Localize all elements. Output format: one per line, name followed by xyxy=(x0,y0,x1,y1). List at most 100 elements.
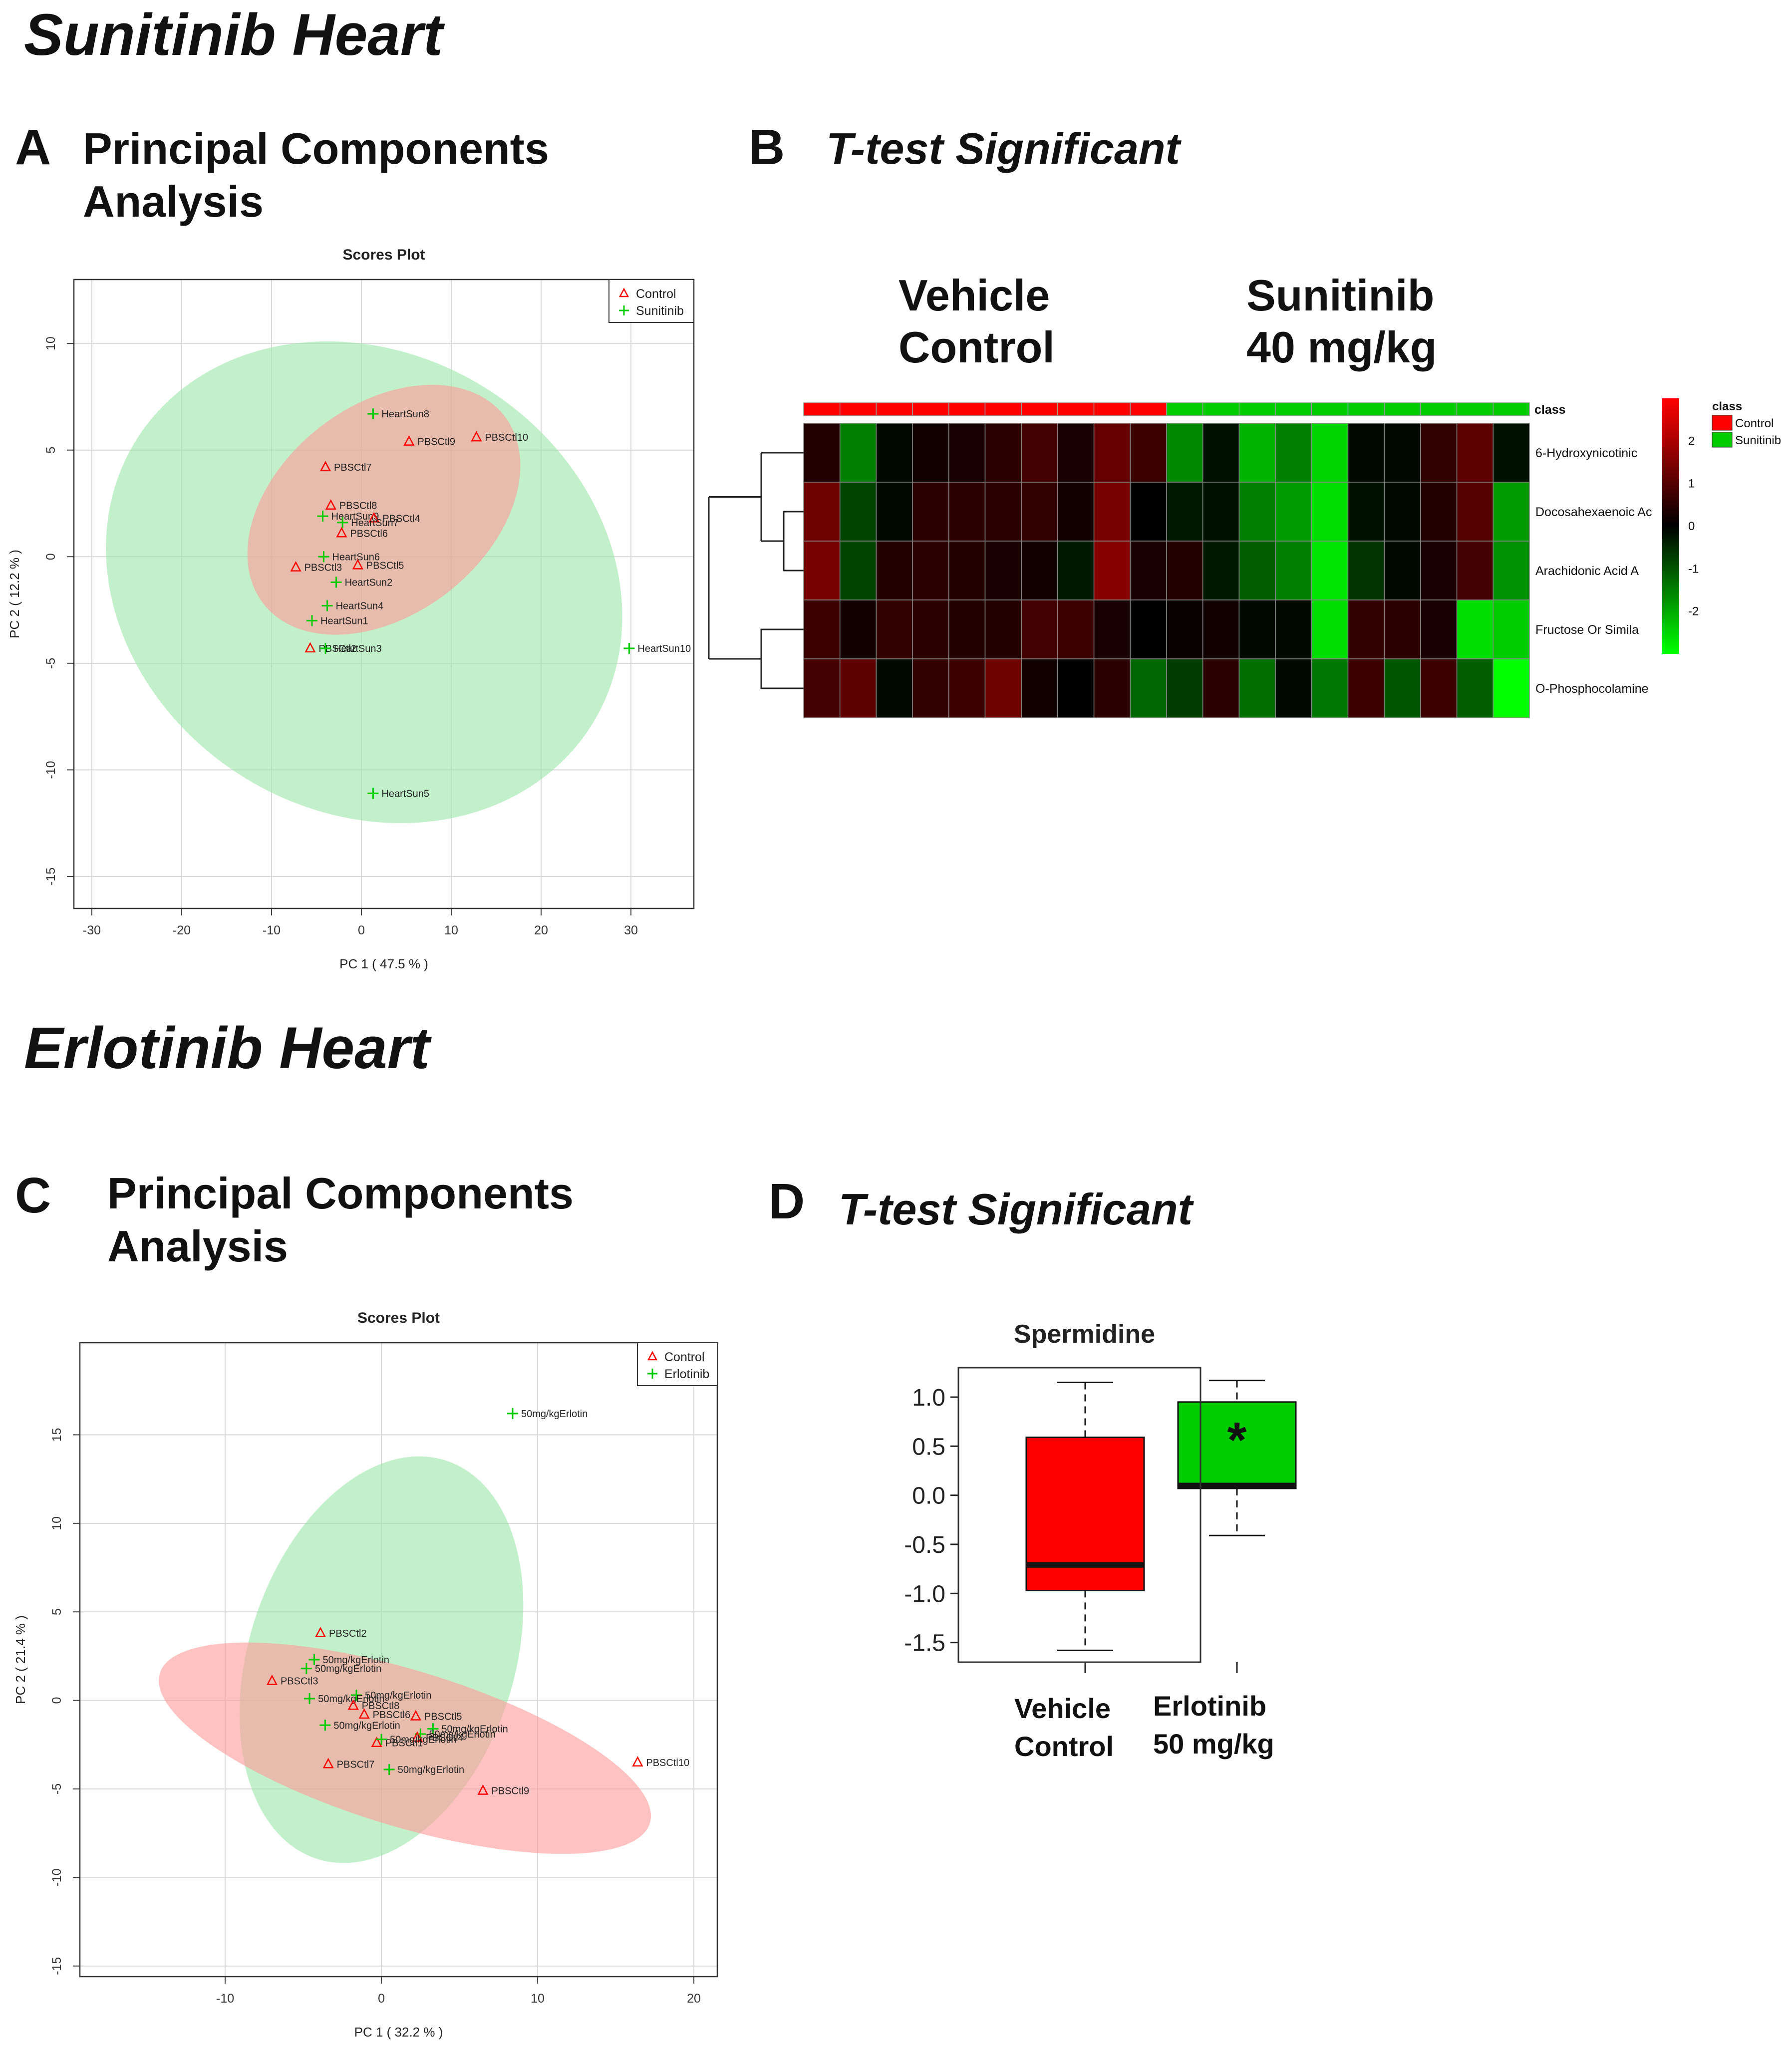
heatmap-cell xyxy=(1238,482,1276,542)
heatmap-row-label: Docosahexaenoic Ac xyxy=(1535,505,1652,519)
legend-label: Control xyxy=(636,287,676,301)
x-tick-label: -10 xyxy=(263,923,281,937)
heatmap-cell xyxy=(1166,423,1203,483)
y-tick-label: 10 xyxy=(50,1516,64,1530)
heatmap-cell xyxy=(1238,599,1276,659)
heatmap-cell xyxy=(912,541,949,600)
heatmap-cell xyxy=(1420,482,1458,542)
treated-point xyxy=(304,1693,315,1705)
heatmap-cell xyxy=(1130,658,1167,718)
legend-treated-marker xyxy=(647,1369,657,1379)
heatmap-cell xyxy=(1311,541,1349,600)
heatmap-cell xyxy=(1093,423,1131,483)
control-point xyxy=(314,1627,326,1638)
heatmap-cell xyxy=(876,599,913,659)
heatmap-cell xyxy=(1384,658,1421,718)
heatmap-cell xyxy=(1420,599,1458,659)
plot-title: Scores Plot xyxy=(342,247,425,263)
control-point xyxy=(411,1731,423,1742)
class-bar-cell xyxy=(1347,402,1385,416)
control-point xyxy=(358,1708,370,1719)
legend-box xyxy=(637,1342,718,1386)
x-tick-label: 30 xyxy=(624,923,638,937)
heatmap-cell xyxy=(1275,482,1312,542)
boxplot-group2-label: Erlotinib 50 mg/kg xyxy=(1153,1687,1274,1763)
heatmap-cell xyxy=(839,541,877,600)
panel-a-title-line2: Analysis xyxy=(83,177,264,226)
treated-point xyxy=(507,1408,518,1419)
heatmap-cell xyxy=(839,482,877,542)
y-tick-label: -0.5 xyxy=(904,1532,945,1558)
x-tick-label: 20 xyxy=(687,1992,701,2006)
treated-point xyxy=(350,1689,362,1701)
heatmap-cell xyxy=(1130,599,1167,659)
heatmap-cell xyxy=(803,599,841,659)
class-bar-cell xyxy=(1420,402,1458,416)
heatmap-cell xyxy=(1384,599,1421,659)
treated-point xyxy=(320,642,331,654)
color-scale-tick: -2 xyxy=(1688,605,1699,618)
control-point xyxy=(322,1758,334,1768)
heatmap-row-label: Arachidonic Acid A xyxy=(1535,564,1639,578)
control-point xyxy=(266,1674,278,1685)
point-label: 50mg/kgErlotin xyxy=(318,1694,384,1705)
control-point xyxy=(336,527,347,538)
x-tick-label: 10 xyxy=(531,1992,545,2006)
heatmap-cell xyxy=(839,658,877,718)
heatmap-group2-line1: Sunitinib xyxy=(1246,271,1435,320)
heatmap-group1-label: Vehicle Control xyxy=(898,270,1055,373)
panel-c-title: Principal Components Analysis xyxy=(107,1167,574,1273)
panel-c-title-line1: Principal Components xyxy=(107,1169,574,1218)
plot-frame xyxy=(79,1342,718,1978)
sunitinib-section-title: Sunitinib Heart xyxy=(24,2,443,68)
panel-a-letter: A xyxy=(15,119,51,175)
heatmap-cell xyxy=(912,482,949,542)
heatmap-cell xyxy=(1166,599,1203,659)
treated-point xyxy=(623,642,635,654)
y-tick-label: 10 xyxy=(44,336,58,350)
treated-point xyxy=(318,551,329,563)
x-tick-label: 10 xyxy=(444,923,458,937)
point-label: PBSCtl2 xyxy=(318,643,356,654)
heatmap-cell xyxy=(1347,423,1385,483)
boxplot-spermidine: Spermidine -1.5 -1.0 -0.5 0.0 0.5 1.0 * xyxy=(904,1320,1297,1673)
heatmap-cell xyxy=(1021,541,1058,600)
heatmap-cell xyxy=(948,482,986,542)
heatmap-cell xyxy=(948,658,986,718)
heatmap-cell xyxy=(803,423,841,483)
heatmap-cell xyxy=(948,599,986,659)
x-axis-label: PC 1 ( 32.2 % ) xyxy=(354,2025,443,2040)
heatmap-cell xyxy=(1347,658,1385,718)
point-label: 50mg/kgErlotin xyxy=(315,1664,381,1675)
heatmap-row-label: 6-Hydroxynicotinic xyxy=(1535,446,1637,460)
point-label: PBSCtl10 xyxy=(485,432,528,443)
panel-d-title: T-test Significant xyxy=(839,1184,1193,1234)
y-tick-label: 0.5 xyxy=(912,1434,945,1460)
heatmap-cell xyxy=(1493,599,1530,659)
treated-point xyxy=(300,1663,312,1674)
heatmap-cell xyxy=(1130,423,1167,483)
panel-a-title: Principal Components Analysis xyxy=(83,122,549,228)
heatmap-cell xyxy=(1238,423,1276,483)
heatmap-cell xyxy=(1057,423,1095,483)
heatmap-cell xyxy=(1384,482,1421,542)
class-bar-cell xyxy=(1021,402,1058,416)
treated-point xyxy=(367,408,379,420)
treated-point xyxy=(376,1734,387,1745)
heatmap-cell xyxy=(803,482,841,542)
point-label: 50mg/kgErlotin xyxy=(390,1735,456,1746)
control-point xyxy=(410,1710,422,1721)
heatmap-cell xyxy=(803,541,841,600)
treated-point xyxy=(330,577,342,588)
heatmap-cell xyxy=(1275,658,1312,718)
heatmap-group1-line1: Vehicle xyxy=(898,271,1050,320)
heatmap-cell xyxy=(948,423,986,483)
heatmap-cell xyxy=(984,658,1022,718)
point-label: PBSCtl8 xyxy=(362,1701,400,1712)
heatmap-cell xyxy=(876,423,913,483)
point-label: PBSCtl10 xyxy=(646,1758,689,1768)
heatmap-cell xyxy=(1057,482,1095,542)
heatmap-cell xyxy=(1057,658,1095,718)
boxplot-group2-line2: 50 mg/kg xyxy=(1153,1728,1274,1760)
class-bar-cell xyxy=(948,402,986,416)
